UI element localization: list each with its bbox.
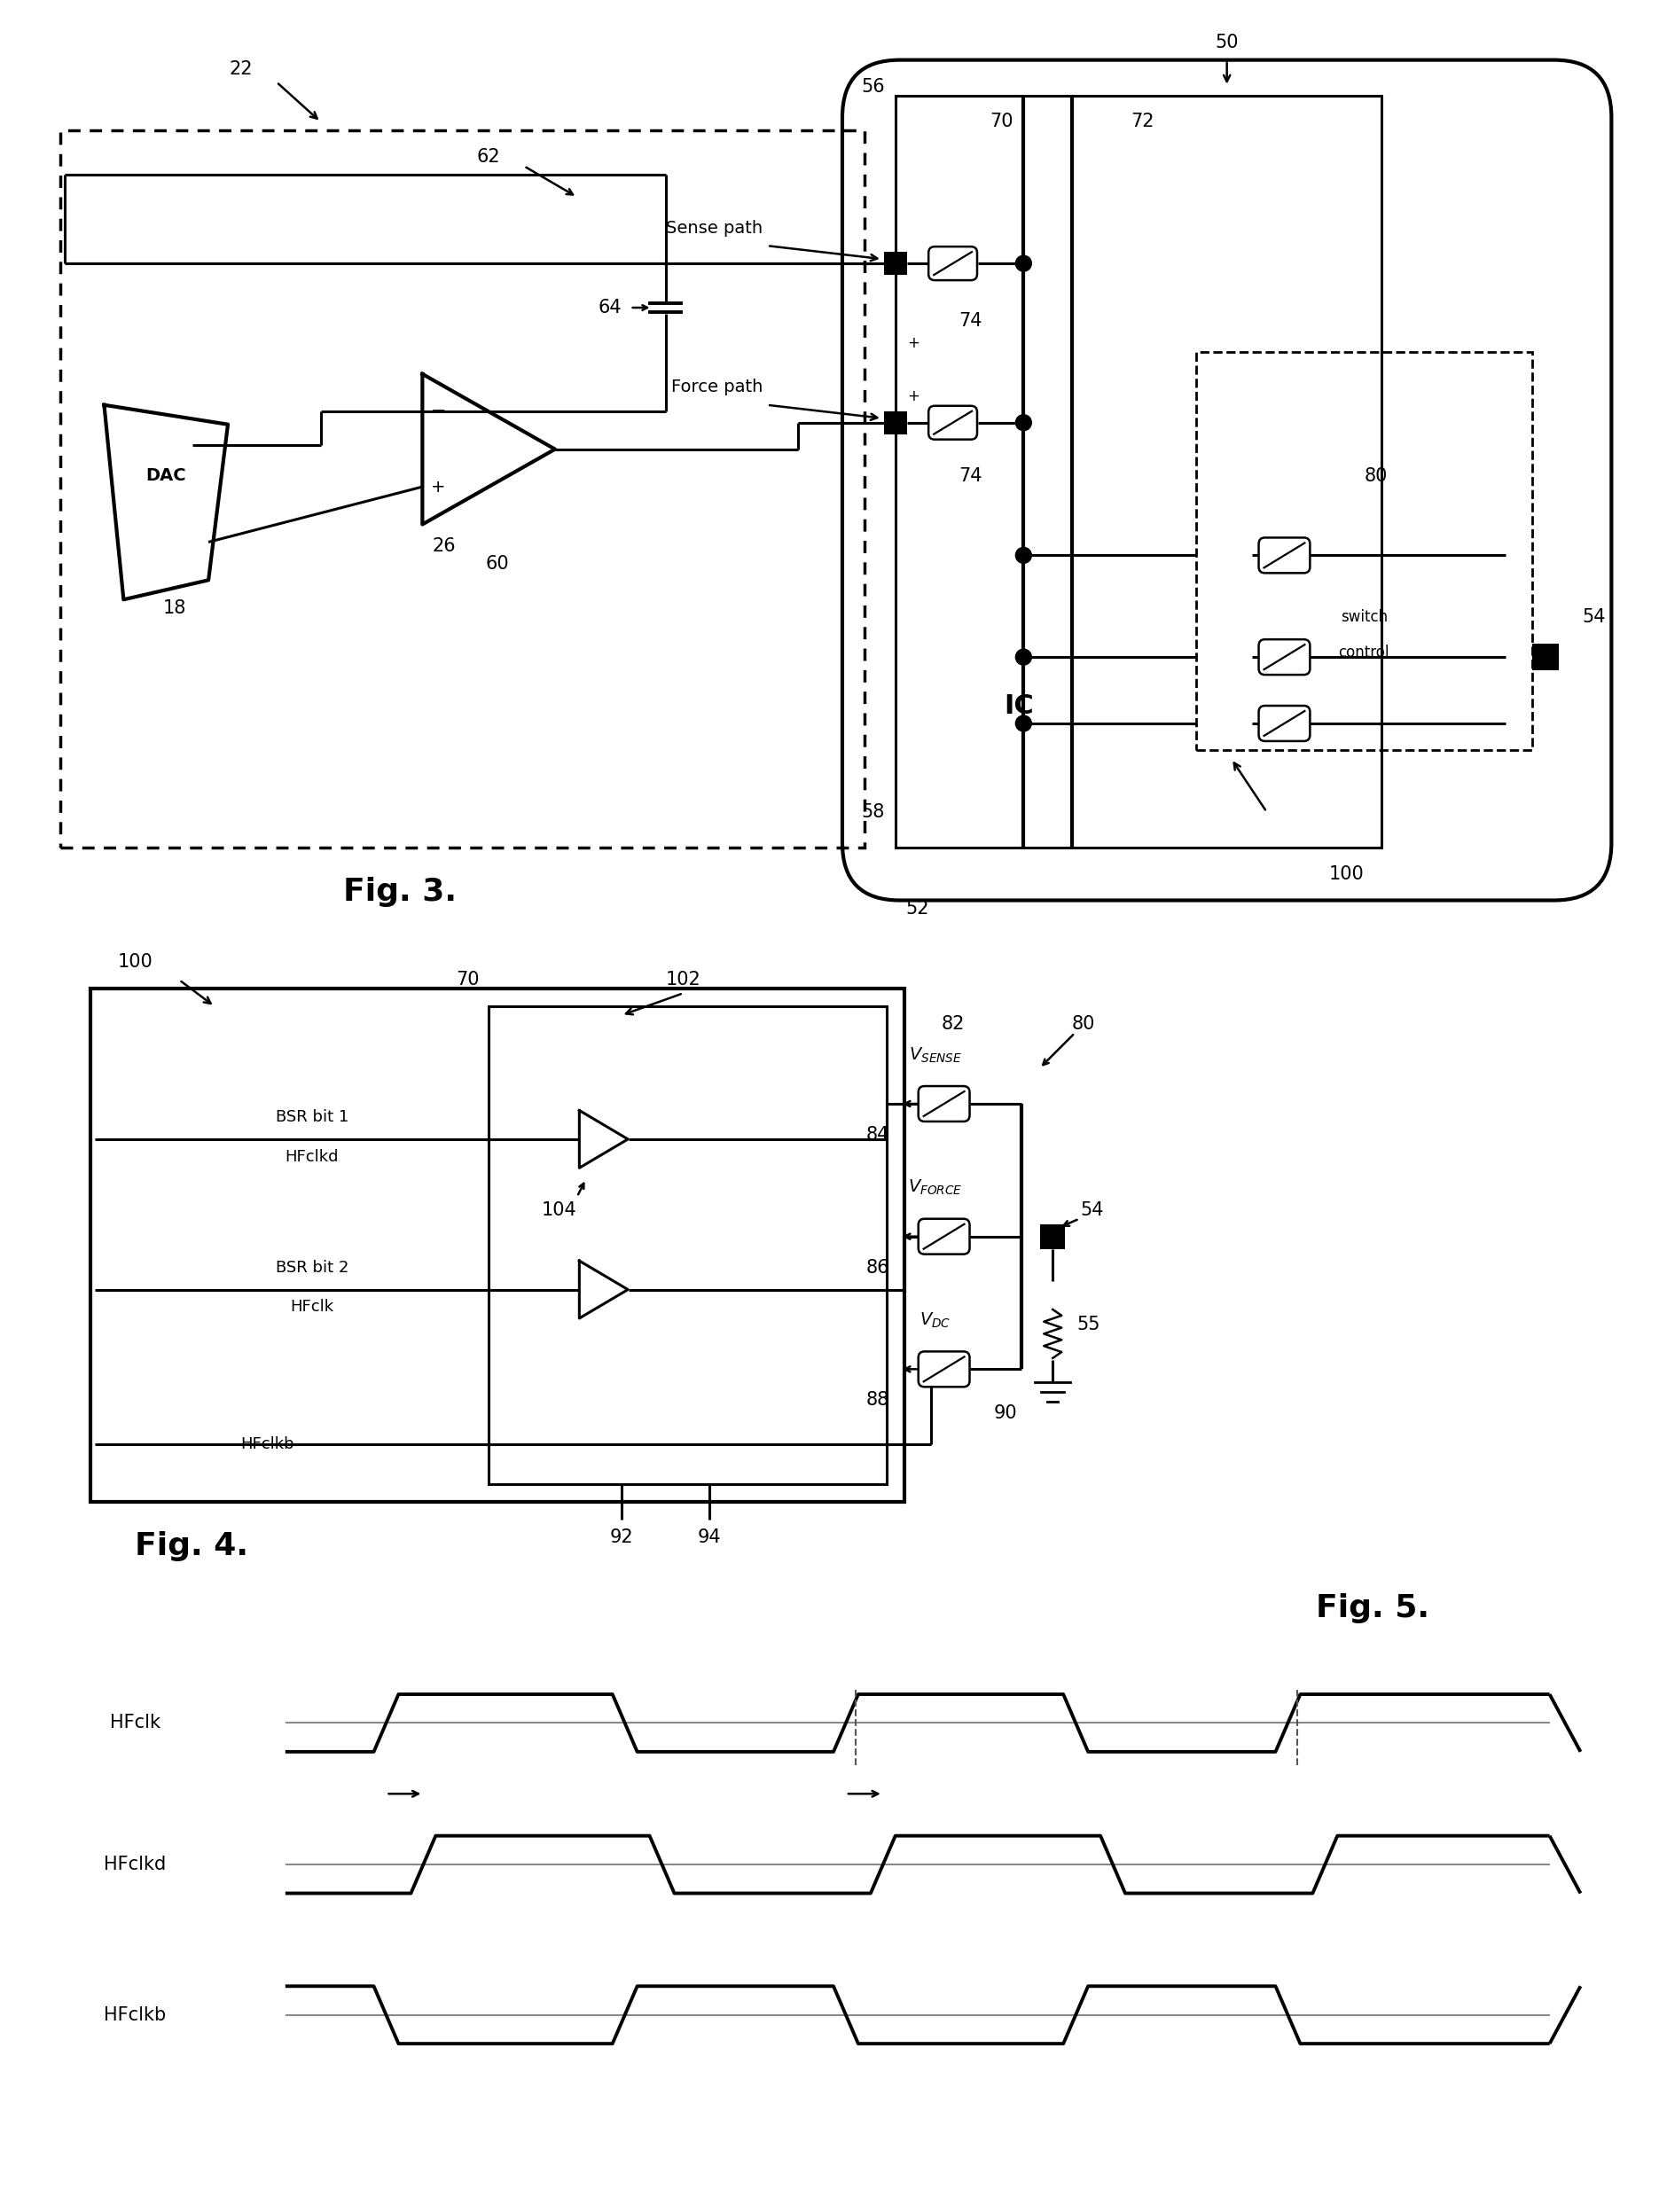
FancyBboxPatch shape	[929, 405, 977, 440]
Bar	[1040, 1223, 1065, 1250]
Text: switch: switch	[1340, 608, 1387, 626]
Bar	[884, 411, 907, 434]
FancyBboxPatch shape	[919, 1219, 969, 1254]
Text: +: +	[431, 478, 446, 495]
Text: 94: 94	[698, 1528, 722, 1546]
FancyBboxPatch shape	[1259, 538, 1311, 573]
Circle shape	[1015, 414, 1032, 431]
Text: 84: 84	[866, 1126, 889, 1144]
Text: 62: 62	[476, 148, 501, 166]
Text: DAC: DAC	[146, 467, 186, 484]
Text: Sense path: Sense path	[665, 219, 763, 237]
Text: HFclkb: HFclkb	[241, 1436, 295, 1453]
Text: 70: 70	[990, 113, 1014, 131]
Text: +: +	[907, 387, 919, 405]
Text: control: control	[1339, 644, 1389, 661]
FancyBboxPatch shape	[1259, 639, 1311, 675]
Text: 50: 50	[1214, 33, 1239, 51]
Text: 92: 92	[609, 1528, 634, 1546]
Text: $V_{FORCE}$: $V_{FORCE}$	[907, 1179, 962, 1197]
Polygon shape	[105, 405, 227, 599]
Text: 56: 56	[861, 77, 884, 95]
Bar	[1196, 352, 1531, 750]
Text: 26: 26	[433, 538, 456, 555]
Text: 74: 74	[959, 467, 982, 484]
Text: 100: 100	[1329, 865, 1364, 883]
Text: 18: 18	[163, 599, 186, 617]
Text: 102: 102	[665, 971, 700, 989]
Text: 72: 72	[1131, 113, 1155, 131]
Text: Fig. 5.: Fig. 5.	[1316, 1593, 1430, 1624]
Text: HFclkd: HFclkd	[285, 1148, 338, 1166]
Text: 82: 82	[941, 1015, 964, 1033]
FancyBboxPatch shape	[1259, 706, 1311, 741]
Text: 54: 54	[1080, 1201, 1105, 1219]
Text: Force path: Force path	[672, 378, 763, 396]
FancyBboxPatch shape	[929, 246, 977, 281]
Text: BSR bit 2: BSR bit 2	[275, 1259, 348, 1276]
Bar	[91, 989, 904, 1502]
Text: IC: IC	[1004, 692, 1034, 719]
Text: 60: 60	[486, 555, 509, 573]
Text: 80: 80	[1072, 1015, 1095, 1033]
Text: Fig. 3.: Fig. 3.	[343, 876, 456, 907]
Text: Fig. 4.: Fig. 4.	[134, 1531, 249, 1562]
Text: BSR bit 1: BSR bit 1	[275, 1108, 348, 1126]
Text: $V_{SENSE}$: $V_{SENSE}$	[909, 1046, 962, 1064]
Bar	[60, 131, 864, 847]
Text: HFclkb: HFclkb	[105, 2006, 166, 2024]
Text: 90: 90	[994, 1405, 1017, 1422]
Circle shape	[1015, 546, 1032, 564]
Bar	[1531, 644, 1558, 670]
Text: 88: 88	[866, 1391, 889, 1409]
FancyBboxPatch shape	[919, 1352, 969, 1387]
Text: $V_{DC}$: $V_{DC}$	[919, 1312, 951, 1329]
Circle shape	[1015, 648, 1032, 666]
Text: 70: 70	[456, 971, 479, 989]
Bar	[884, 252, 907, 274]
Text: 22: 22	[229, 60, 252, 77]
Bar	[489, 1006, 886, 1484]
Text: 86: 86	[866, 1259, 889, 1276]
Polygon shape	[423, 374, 556, 524]
Circle shape	[1015, 254, 1032, 272]
Text: 100: 100	[118, 953, 153, 971]
Text: 74: 74	[959, 312, 982, 330]
FancyBboxPatch shape	[919, 1086, 969, 1121]
Text: 52: 52	[906, 900, 929, 918]
Text: HFclkd: HFclkd	[105, 1856, 166, 1874]
Text: 58: 58	[861, 803, 884, 821]
Bar	[896, 95, 1382, 847]
Text: 55: 55	[1077, 1316, 1100, 1334]
Text: HFclk: HFclk	[109, 1714, 161, 1732]
Text: HFclk: HFclk	[290, 1298, 333, 1316]
Text: −: −	[431, 403, 446, 420]
Text: +: +	[907, 334, 919, 352]
Polygon shape	[579, 1261, 629, 1318]
Text: 54: 54	[1583, 608, 1606, 626]
Text: 104: 104	[542, 1201, 577, 1219]
Polygon shape	[579, 1110, 629, 1168]
Circle shape	[1015, 714, 1032, 732]
Text: 80: 80	[1364, 467, 1387, 484]
Text: 64: 64	[597, 299, 622, 316]
